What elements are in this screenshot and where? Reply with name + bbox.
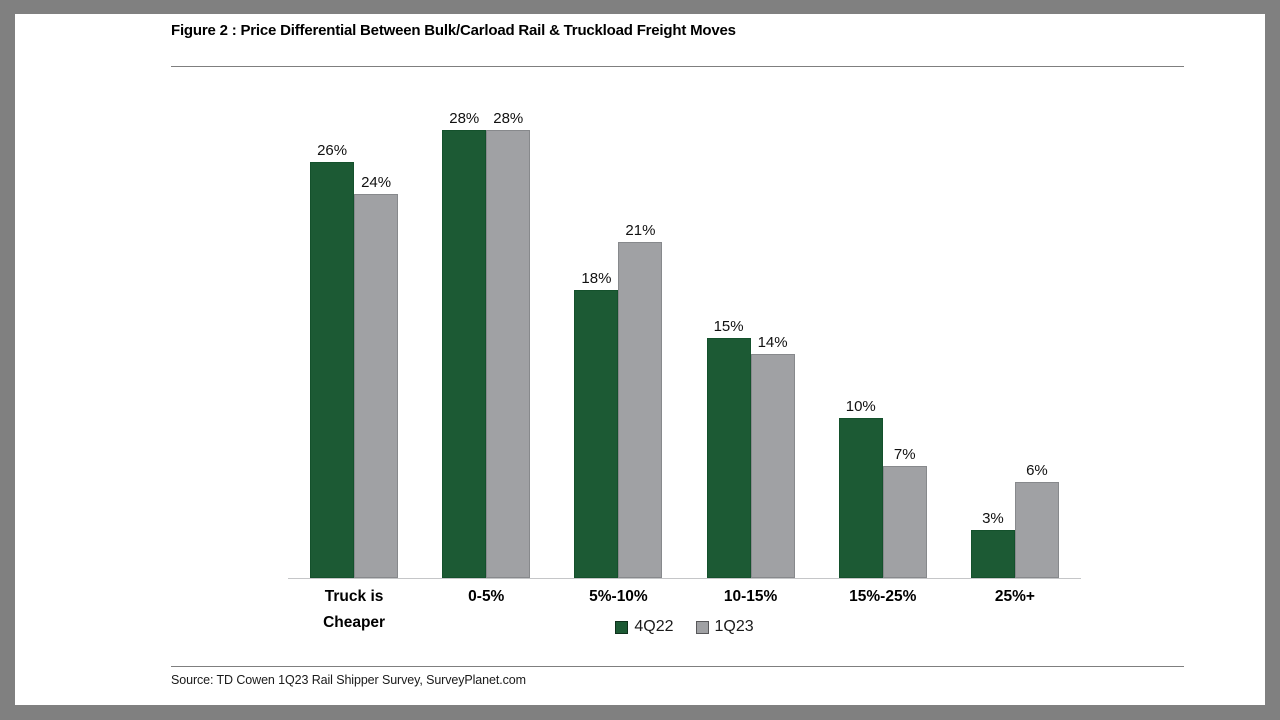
bar-4q22 <box>442 130 487 578</box>
legend-item-1q23: 1Q23 <box>695 618 754 635</box>
bar-item-1q23: 7% <box>882 446 927 578</box>
bar-item-1q23: 28% <box>486 110 531 578</box>
bar-group: 10% 7% <box>817 108 949 578</box>
chart-legend: 4Q22 1Q23 <box>288 619 1081 635</box>
data-label: 15% <box>713 318 744 335</box>
x-axis-category-label: Truck is Cheaper <box>323 588 386 631</box>
source-note: Source: TD Cowen 1Q23 Rail Shipper Surve… <box>171 673 526 687</box>
bar-item-4q22: 18% <box>574 270 619 578</box>
bar-item-4q22: 3% <box>970 510 1015 578</box>
data-label: 21% <box>625 222 656 239</box>
bar-1q23 <box>618 242 663 578</box>
bar-item-1q23: 24% <box>354 174 399 578</box>
source-divider-line <box>171 666 1184 667</box>
report-page: Figure 2 : Price Differential Between Bu… <box>15 14 1265 705</box>
legend-label: 4Q22 <box>634 618 674 635</box>
x-axis-category-label: 5%-10% <box>589 588 648 605</box>
data-label: 28% <box>493 110 524 127</box>
x-axis-category-label: 10-15% <box>723 588 778 605</box>
bar-4q22 <box>970 530 1015 578</box>
figure-title: Figure 2 : Price Differential Between Bu… <box>171 22 736 39</box>
x-axis-baseline <box>288 578 1081 579</box>
bar-4q22 <box>706 338 751 578</box>
bar-item-4q22: 28% <box>442 110 487 578</box>
legend-swatch-icon <box>695 620 709 634</box>
bar-1q23 <box>354 194 399 578</box>
bar-group: 18% 21% <box>552 108 684 578</box>
bar-group: 26% 24% <box>288 108 420 578</box>
bar-group: 15% 14% <box>685 108 817 578</box>
bar-item-1q23: 6% <box>1014 462 1059 578</box>
bar-item-4q22: 15% <box>706 318 751 578</box>
data-label: 14% <box>757 334 788 351</box>
data-label: 28% <box>449 110 480 127</box>
bar-1q23 <box>1014 482 1059 578</box>
bar-1q23 <box>750 354 795 578</box>
bar-4q22 <box>310 162 355 578</box>
bar-item-1q23: 14% <box>750 334 795 578</box>
data-label: 6% <box>1026 462 1048 479</box>
x-axis-category-label: 25%+ <box>994 588 1035 605</box>
bar-item-4q22: 10% <box>838 398 883 578</box>
bar-item-1q23: 21% <box>618 222 663 578</box>
bar-group: 28% 28% <box>420 108 552 578</box>
bar-chart-plot-area: 26% 24% 28% 28% 18% 21% 15% 14% 10% 7% 3% 6% <box>288 108 1081 578</box>
bar-4q22 <box>574 290 619 578</box>
bar-4q22 <box>838 418 883 578</box>
legend-swatch-icon <box>615 620 629 634</box>
title-divider-line <box>171 66 1184 67</box>
data-label: 18% <box>581 270 612 287</box>
data-label: 3% <box>982 510 1004 527</box>
x-axis-category-label: 15%-25% <box>849 588 917 605</box>
bar-item-4q22: 26% <box>310 142 355 578</box>
x-axis-labels: Truck is Cheaper 0-5% 5%-10% 10-15% 15%-25% 2… <box>288 584 1081 636</box>
bar-1q23 <box>486 130 531 578</box>
data-label: 7% <box>893 446 916 463</box>
bar-group: 3% 6% <box>949 108 1081 578</box>
data-label: 10% <box>845 398 876 415</box>
bar-1q23 <box>882 466 927 578</box>
data-label: 26% <box>317 142 348 159</box>
data-label: 24% <box>361 174 392 191</box>
x-axis-category-label: 0-5% <box>468 588 505 605</box>
legend-item-4q22: 4Q22 <box>615 618 674 635</box>
legend-label: 1Q23 <box>714 618 754 635</box>
